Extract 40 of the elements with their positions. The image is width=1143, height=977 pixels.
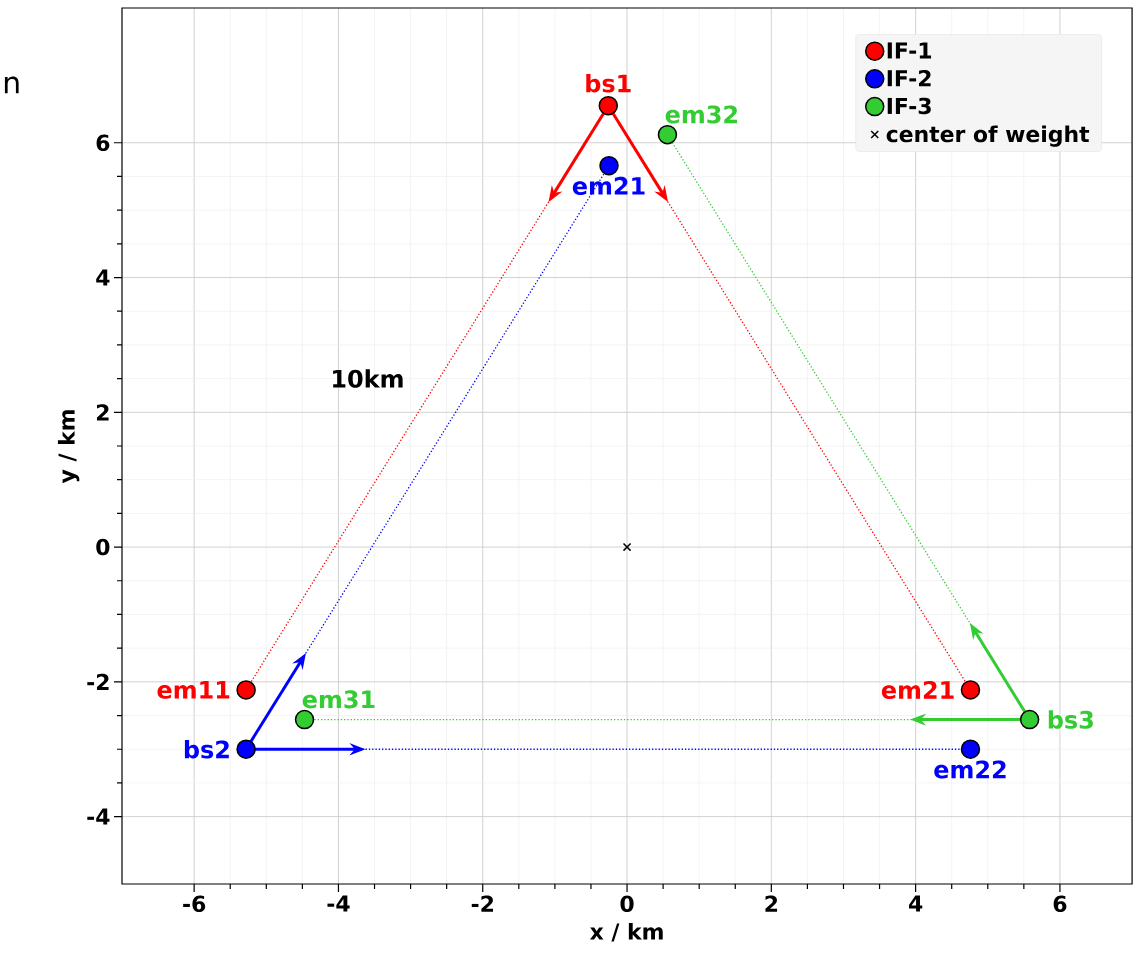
x-tick-label: 0 xyxy=(620,895,634,913)
x-tick-label: -2 xyxy=(471,895,494,912)
point xyxy=(960,739,981,759)
point xyxy=(598,95,619,116)
y-tick-label: 0 xyxy=(96,538,110,556)
y-tick-label: -4 xyxy=(87,808,110,825)
point xyxy=(657,124,678,145)
point xyxy=(599,155,619,176)
point xyxy=(960,680,981,700)
text: n xyxy=(4,76,19,94)
data-label: em21 xyxy=(881,680,954,699)
data-label: em32 xyxy=(665,105,737,124)
point xyxy=(236,680,256,700)
data-label: em11 xyxy=(157,681,230,699)
x-tick-label: 2 xyxy=(765,895,778,912)
legend-label: center of weight xyxy=(886,125,1090,147)
data-label: bs3 xyxy=(1048,710,1093,729)
y-tick-label: 2 xyxy=(96,404,109,421)
y-tick-label: 4 xyxy=(96,269,110,286)
legend-label: IF-2 xyxy=(887,69,931,87)
y-axis-title: y / km xyxy=(57,410,80,484)
x-tick-label: 6 xyxy=(1053,895,1067,913)
legend-label: IF-3 xyxy=(887,97,931,115)
x-axis-title: x / km xyxy=(589,922,663,942)
data-label: bs1 xyxy=(586,74,631,93)
data-label: em21 xyxy=(572,176,645,195)
data-label: bs2 xyxy=(184,739,229,759)
y-tick-label: -2 xyxy=(87,673,109,690)
legend-label: IF-1 xyxy=(887,42,932,59)
point xyxy=(1019,709,1040,730)
y-tick-label: 6 xyxy=(96,134,110,152)
x-tick-label: 4 xyxy=(908,895,923,912)
x-tick-label: -6 xyxy=(183,895,206,913)
data-label: em31 xyxy=(302,690,375,709)
x-tick-label: -4 xyxy=(327,895,350,912)
point xyxy=(236,739,256,759)
data-label: em22 xyxy=(934,760,1006,779)
annotation: 10km xyxy=(333,369,403,388)
point xyxy=(294,709,315,730)
point xyxy=(622,542,632,552)
